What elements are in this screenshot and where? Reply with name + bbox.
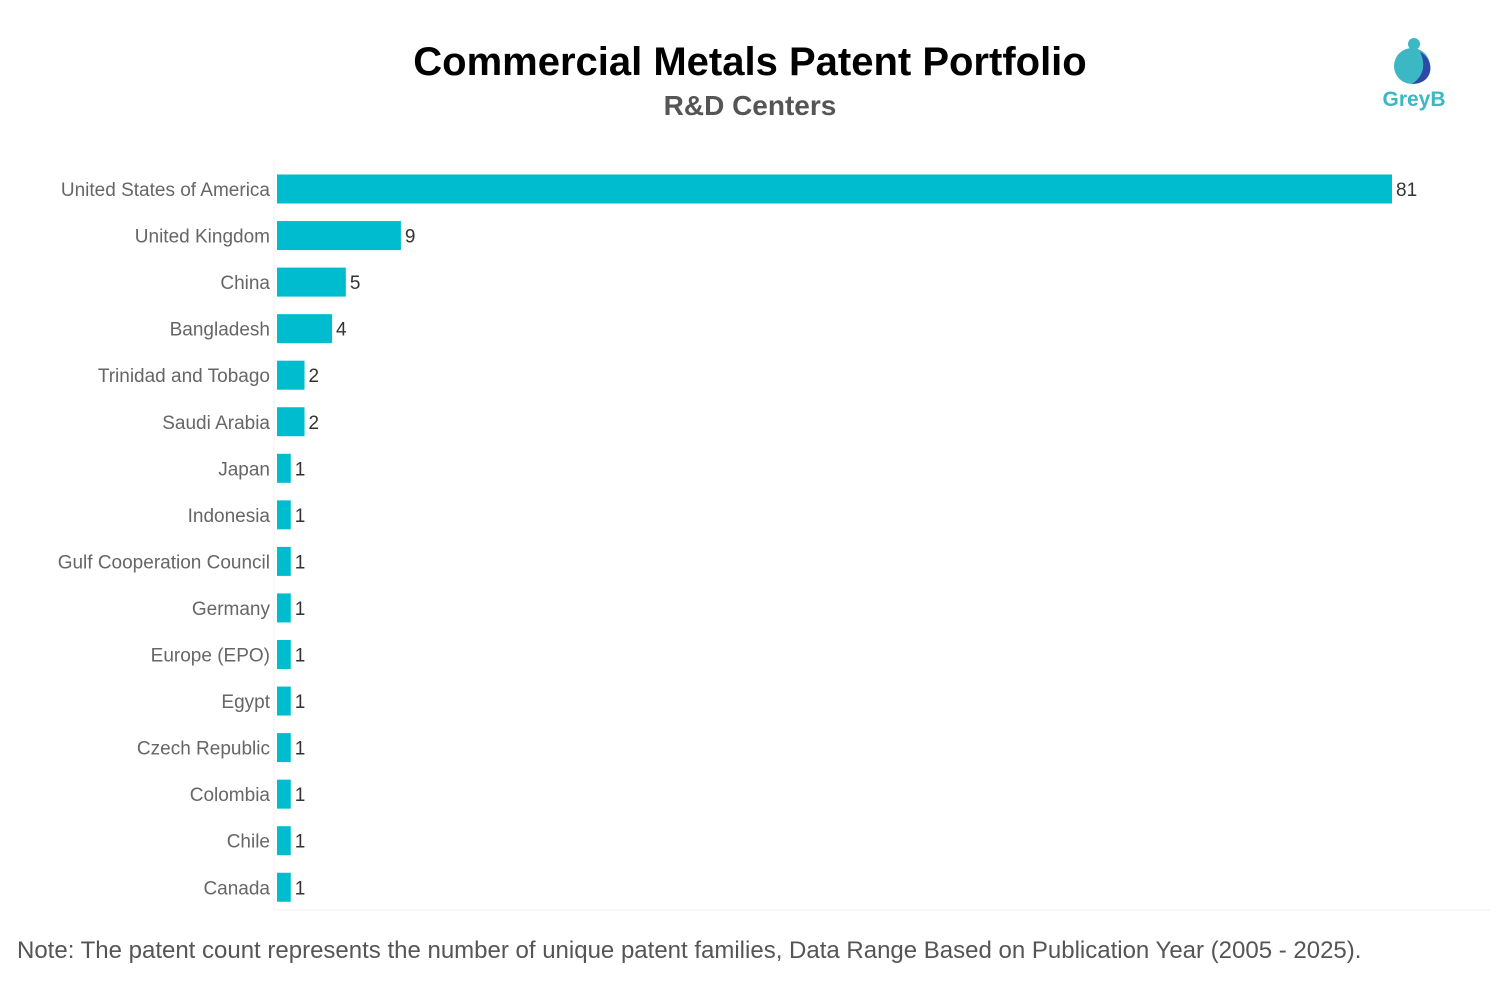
data-label: 1 xyxy=(295,506,306,527)
data-label: 1 xyxy=(295,692,306,713)
bar xyxy=(277,267,346,297)
bar xyxy=(277,872,291,902)
category-label: United Kingdom xyxy=(135,227,270,248)
bar xyxy=(277,733,291,763)
category-label: Saudi Arabia xyxy=(162,413,270,434)
data-label: 1 xyxy=(295,739,306,760)
greyb-logo: GreyB xyxy=(1376,36,1452,120)
bar xyxy=(277,360,305,390)
data-label: 1 xyxy=(295,878,306,899)
category-label: Canada xyxy=(203,878,270,899)
category-label: Bangladesh xyxy=(170,320,270,341)
chart-title: Commercial Metals Patent Portfolio xyxy=(413,40,1087,84)
category-label: Chile xyxy=(227,832,270,853)
bar xyxy=(277,640,291,669)
bar xyxy=(277,779,291,809)
data-label: 9 xyxy=(405,227,416,248)
greyb-logo-text: GreyB xyxy=(1382,88,1446,111)
bar xyxy=(277,221,401,251)
category-label: Trinidad and Tobago xyxy=(98,366,270,387)
data-label: 2 xyxy=(309,366,320,387)
category-label: Europe (EPO) xyxy=(151,646,270,667)
bar xyxy=(277,826,291,856)
bar xyxy=(277,174,1392,204)
bar xyxy=(277,407,305,437)
bar xyxy=(277,453,291,483)
category-label: Gulf Cooperation Council xyxy=(58,552,270,573)
category-label: Czech Republic xyxy=(137,739,270,760)
bar xyxy=(277,314,333,344)
bar xyxy=(277,686,291,716)
greyb-logo-icon xyxy=(1394,38,1431,84)
data-label: 1 xyxy=(295,552,306,573)
bar xyxy=(277,593,291,623)
data-label: 1 xyxy=(295,459,306,480)
category-label: United States of America xyxy=(61,180,271,201)
data-label: 1 xyxy=(295,832,306,853)
category-label: Colombia xyxy=(190,785,271,806)
category-label: China xyxy=(220,273,270,294)
bar xyxy=(277,546,291,576)
chart-note: Note: The patent count represents the nu… xyxy=(17,937,1362,964)
chart-subtitle: R&D Centers xyxy=(663,90,837,121)
data-label: 1 xyxy=(295,785,306,806)
bar xyxy=(277,500,291,530)
category-label: Egypt xyxy=(221,692,270,713)
data-label: 5 xyxy=(350,273,361,294)
category-label: Indonesia xyxy=(188,506,271,527)
bar-chart: United States of America 81 United Kingdom… xyxy=(58,160,1490,911)
category-label: Germany xyxy=(192,599,271,620)
category-label: Japan xyxy=(218,459,270,480)
data-label: 81 xyxy=(1396,180,1417,201)
data-label: 1 xyxy=(295,599,306,620)
data-label: 4 xyxy=(336,320,347,341)
data-label: 2 xyxy=(309,413,320,434)
data-label: 1 xyxy=(295,646,306,667)
